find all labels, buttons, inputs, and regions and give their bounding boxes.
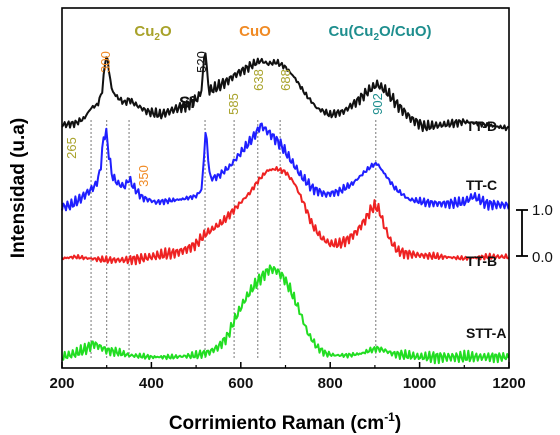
series-label-stt-a: STT-A (466, 325, 506, 341)
x-axis: 200 400 600 800 1000 1200 (49, 362, 526, 392)
scale-bar-top-label: 1.0 (532, 202, 553, 219)
phase-label-2-main: Cu(Cu (328, 23, 373, 40)
series-line-tt-d (61, 52, 510, 133)
y-axis-label: Intensidad (u.a) (8, 118, 29, 258)
peak-label-300: 300 (98, 51, 113, 73)
x-tick-label-600: 600 (228, 375, 253, 392)
series-label-tt-b: TT-B (466, 253, 497, 269)
phase-label-0: Cu2O (134, 23, 172, 43)
intensity-scale-bar: 1.0 0.0 (516, 202, 553, 266)
peak-label-520: 520 (194, 51, 209, 73)
series-line-stt-a (61, 264, 510, 365)
phase-label-0-main: Cu (134, 23, 154, 40)
series-label-tt-d: TT-D (466, 118, 497, 134)
series-line-tt-c (61, 122, 510, 212)
peak-label-265: 265 (64, 137, 79, 159)
x-axis-label-close: ) (395, 413, 401, 434)
x-tick-label-1000: 1000 (403, 375, 436, 392)
x-tick-label-400: 400 (139, 375, 164, 392)
phase-label-0-tail: O (160, 23, 172, 40)
x-axis-label-main: Corrimiento Raman (cm (169, 413, 384, 434)
peak-label-638: 638 (251, 69, 266, 91)
series-label-tt-c: TT-C (466, 177, 497, 193)
phase-label-1: CuO (239, 23, 271, 40)
phase-label-2-sub: 2 (373, 32, 379, 43)
x-axis-label-unit-sup: -1 (384, 410, 395, 424)
si-label: Si (179, 93, 195, 112)
x-axis-label: Corrimiento Raman (cm-1) (169, 410, 401, 434)
phase-label-2-tail: O/CuO) (379, 23, 432, 40)
series-line-tt-b (61, 166, 509, 266)
scale-bar-bottom-label: 0.0 (532, 249, 553, 266)
peak-label-902: 902 (370, 93, 385, 115)
peak-label-585: 585 (226, 93, 241, 115)
x-tick-label-800: 800 (318, 375, 343, 392)
phase-label-2: Cu(Cu2O/CuO) (328, 23, 431, 43)
x-tick-label-200: 200 (49, 375, 74, 392)
phase-label-1-main: CuO (239, 23, 271, 40)
peak-label-350: 350 (136, 165, 151, 187)
x-tick-label-1200: 1200 (492, 375, 525, 392)
peak-label-688: 688 (278, 69, 293, 91)
phase-label-0-sub: 2 (154, 32, 160, 43)
